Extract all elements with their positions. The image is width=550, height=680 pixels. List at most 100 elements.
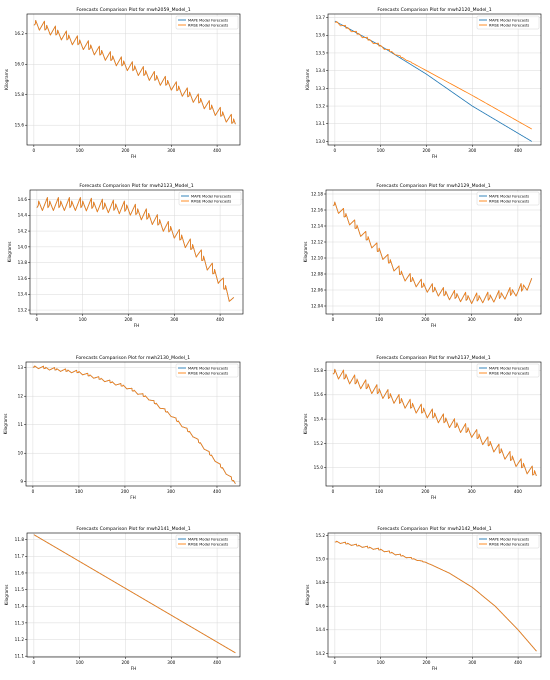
x-tick-label: 0	[332, 489, 335, 494]
x-tick-label: 0	[33, 660, 36, 665]
y-tick-label: 13.2	[18, 307, 28, 312]
x-tick-label: 100	[76, 660, 84, 665]
plot-frame	[327, 532, 542, 658]
x-tick-label: 400	[213, 489, 221, 494]
legend-box	[476, 15, 540, 30]
chart-title: Forecasts Comparison Plot for mwh2141_Mo…	[76, 526, 190, 532]
series-line-rmse	[33, 534, 236, 654]
plot-frame	[327, 13, 542, 146]
y-tick-label: 15.6	[314, 392, 324, 397]
y-tick-label: 12	[18, 394, 24, 399]
legend-label: RMSE Model Forecasts	[489, 371, 529, 375]
x-axis-label: FH	[432, 666, 438, 671]
x-tick-label: 300	[468, 489, 476, 494]
y-tick-label: 15.0	[316, 556, 326, 561]
y-axis-label: Kilograms	[4, 585, 9, 606]
y-axis-label: Kilograms	[305, 585, 310, 606]
legend-label: MAPE Model Forecasts	[188, 537, 228, 541]
x-tick-label: 100	[76, 148, 84, 153]
x-tick-label: 0	[332, 317, 335, 322]
plot-frame	[26, 13, 241, 146]
x-tick-label: 400	[514, 317, 522, 322]
legend-label: MAPE Model Forecasts	[188, 366, 228, 370]
x-axis-label: FH	[431, 323, 437, 328]
y-axis-label: Kilograms	[7, 242, 12, 263]
series-line-rmse	[332, 368, 537, 477]
y-tick-label: 15.2	[314, 441, 324, 446]
x-tick-label: 300	[167, 148, 175, 153]
chart-title: Forecasts Comparison Plot for mwh2129_Mo…	[376, 183, 490, 189]
y-tick-label: 11	[18, 422, 24, 427]
x-tick-label: 400	[514, 660, 522, 665]
y-tick-label: 11.6	[15, 570, 25, 575]
legend-label: MAPE Model Forecasts	[191, 194, 231, 198]
y-tick-label: 14.6	[316, 604, 326, 609]
x-tick-label: 200	[422, 660, 430, 665]
x-tick-label: 0	[32, 489, 35, 494]
y-tick-label: 13.0	[316, 139, 326, 144]
y-tick-label: 15.8	[314, 368, 324, 373]
x-tick-label: 200	[121, 660, 129, 665]
legend-box	[476, 534, 540, 549]
y-tick-label: 10	[18, 451, 24, 456]
chart-title: Forecasts Comparison Plot for mwh2130_Mo…	[76, 355, 190, 361]
x-tick-label: 100	[79, 317, 87, 322]
legend-label: RMSE Model Forecasts	[191, 199, 231, 203]
chart-panel-2: Forecasts Comparison Plot for mwh2120_Mo…	[305, 7, 542, 159]
x-tick-label: 200	[422, 148, 430, 153]
y-tick-label: 12.18	[311, 191, 323, 196]
y-tick-label: 11.8	[15, 537, 25, 542]
y-tick-label: 13.6	[18, 276, 28, 281]
chart-title: Forecasts Comparison Plot for mwh2142_Mo…	[377, 526, 491, 532]
plot-frame	[26, 532, 241, 658]
x-tick-label: 300	[468, 660, 476, 665]
legend-label: RMSE Model Forecasts	[489, 199, 529, 203]
x-tick-label: 100	[377, 660, 385, 665]
y-tick-label: 13.6	[316, 33, 326, 38]
chart-panel-4: Forecasts Comparison Plot for mwh2129_Mo…	[303, 183, 542, 328]
y-tick-label: 16.2	[15, 31, 25, 36]
x-tick-label: 300	[468, 148, 476, 153]
x-axis-label: FH	[131, 666, 137, 671]
x-tick-label: 0	[334, 148, 337, 153]
legend-box	[175, 363, 239, 378]
x-axis-label: FH	[432, 154, 438, 159]
y-tick-label: 11.4	[15, 604, 25, 609]
chart-title: Forecasts Comparison Plot for mwh2059_Mo…	[76, 7, 190, 13]
x-tick-label: 100	[377, 148, 385, 153]
x-axis-label: FH	[131, 154, 137, 159]
y-tick-label: 9	[20, 479, 23, 484]
y-tick-label: 11.1	[15, 654, 25, 659]
series-line-mape	[334, 20, 533, 142]
y-tick-label: 15.0	[314, 465, 324, 470]
legend-label: RMSE Model Forecasts	[188, 23, 228, 27]
y-tick-label: 11.7	[15, 554, 25, 559]
y-tick-label: 11.5	[15, 587, 25, 592]
x-tick-label: 300	[167, 489, 175, 494]
series-line-mape	[334, 540, 537, 652]
y-tick-label: 13.8	[18, 260, 28, 265]
legend-label: MAPE Model Forecasts	[489, 194, 529, 198]
x-tick-label: 200	[421, 317, 429, 322]
legend-label: MAPE Model Forecasts	[188, 18, 228, 22]
x-tick-label: 200	[121, 489, 129, 494]
series-line-mape	[332, 368, 537, 477]
series-line-rmse	[36, 197, 235, 302]
plot-frame	[325, 189, 542, 315]
series-line-rmse	[32, 365, 236, 484]
series-line-rmse	[33, 20, 236, 125]
y-tick-label: 12.08	[311, 271, 323, 276]
y-tick-label: 13.5	[316, 50, 326, 55]
chart-panel-7: Forecasts Comparison Plot for mwh2141_Mo…	[4, 526, 241, 671]
x-tick-label: 300	[170, 317, 178, 322]
legend-label: RMSE Model Forecasts	[188, 371, 228, 375]
chart-title: Forecasts Comparison Plot for mwh2120_Mo…	[377, 7, 491, 13]
plot-frame	[25, 361, 241, 487]
x-tick-label: 400	[514, 148, 522, 153]
legend-label: MAPE Model Forecasts	[489, 537, 529, 541]
